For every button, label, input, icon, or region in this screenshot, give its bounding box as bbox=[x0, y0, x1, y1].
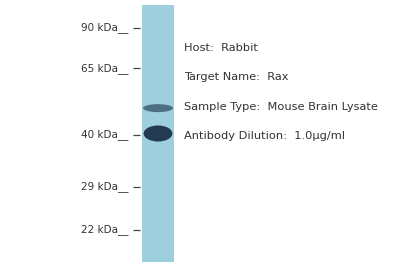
Text: 65 kDa__: 65 kDa__ bbox=[81, 63, 129, 73]
Text: Host:  Rabbit: Host: Rabbit bbox=[184, 43, 258, 53]
Ellipse shape bbox=[143, 104, 173, 112]
Text: Target Name:  Rax: Target Name: Rax bbox=[184, 72, 288, 83]
Text: 40 kDa__: 40 kDa__ bbox=[82, 129, 129, 140]
Text: Sample Type:  Mouse Brain Lysate: Sample Type: Mouse Brain Lysate bbox=[184, 102, 378, 112]
Text: Antibody Dilution:  1.0µg/ml: Antibody Dilution: 1.0µg/ml bbox=[184, 131, 345, 141]
Text: 29 kDa__: 29 kDa__ bbox=[81, 182, 129, 192]
Ellipse shape bbox=[144, 125, 172, 142]
FancyBboxPatch shape bbox=[142, 5, 174, 262]
Text: 22 kDa__: 22 kDa__ bbox=[81, 224, 129, 235]
Text: 90 kDa__: 90 kDa__ bbox=[82, 23, 129, 33]
